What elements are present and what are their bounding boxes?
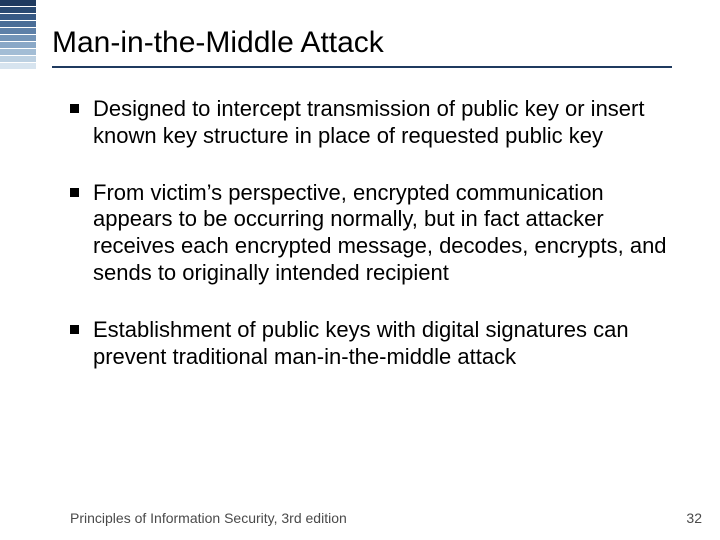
stripe-bar [0,28,36,34]
stripe-bar [0,14,36,20]
stripe-bar [0,49,36,55]
page-number: 32 [686,510,702,526]
bullet-marker-icon [70,325,79,334]
stripe-bar [0,21,36,27]
bullet-text: Establishment of public keys with digita… [93,317,670,371]
stripe-bar [0,35,36,41]
stripe-bar [0,63,36,69]
bullet-text: Designed to intercept transmission of pu… [93,96,670,150]
stripe-bar [0,42,36,48]
bullet-item: Establishment of public keys with digita… [70,317,670,371]
stripe-bar [0,56,36,62]
bullet-list: Designed to intercept transmission of pu… [70,96,670,401]
bullet-item: Designed to intercept transmission of pu… [70,96,670,150]
title-underline [52,66,672,68]
bullet-item: From victim’s perspective, encrypted com… [70,180,670,287]
bullet-marker-icon [70,104,79,113]
footer-text: Principles of Information Security, 3rd … [70,510,347,526]
stripe-bar [0,7,36,13]
stripe-bar [0,0,36,6]
bullet-marker-icon [70,188,79,197]
bullet-text: From victim’s perspective, encrypted com… [93,180,670,287]
slide-title: Man-in-the-Middle Attack [52,26,384,60]
left-stripe-decoration [0,0,36,80]
